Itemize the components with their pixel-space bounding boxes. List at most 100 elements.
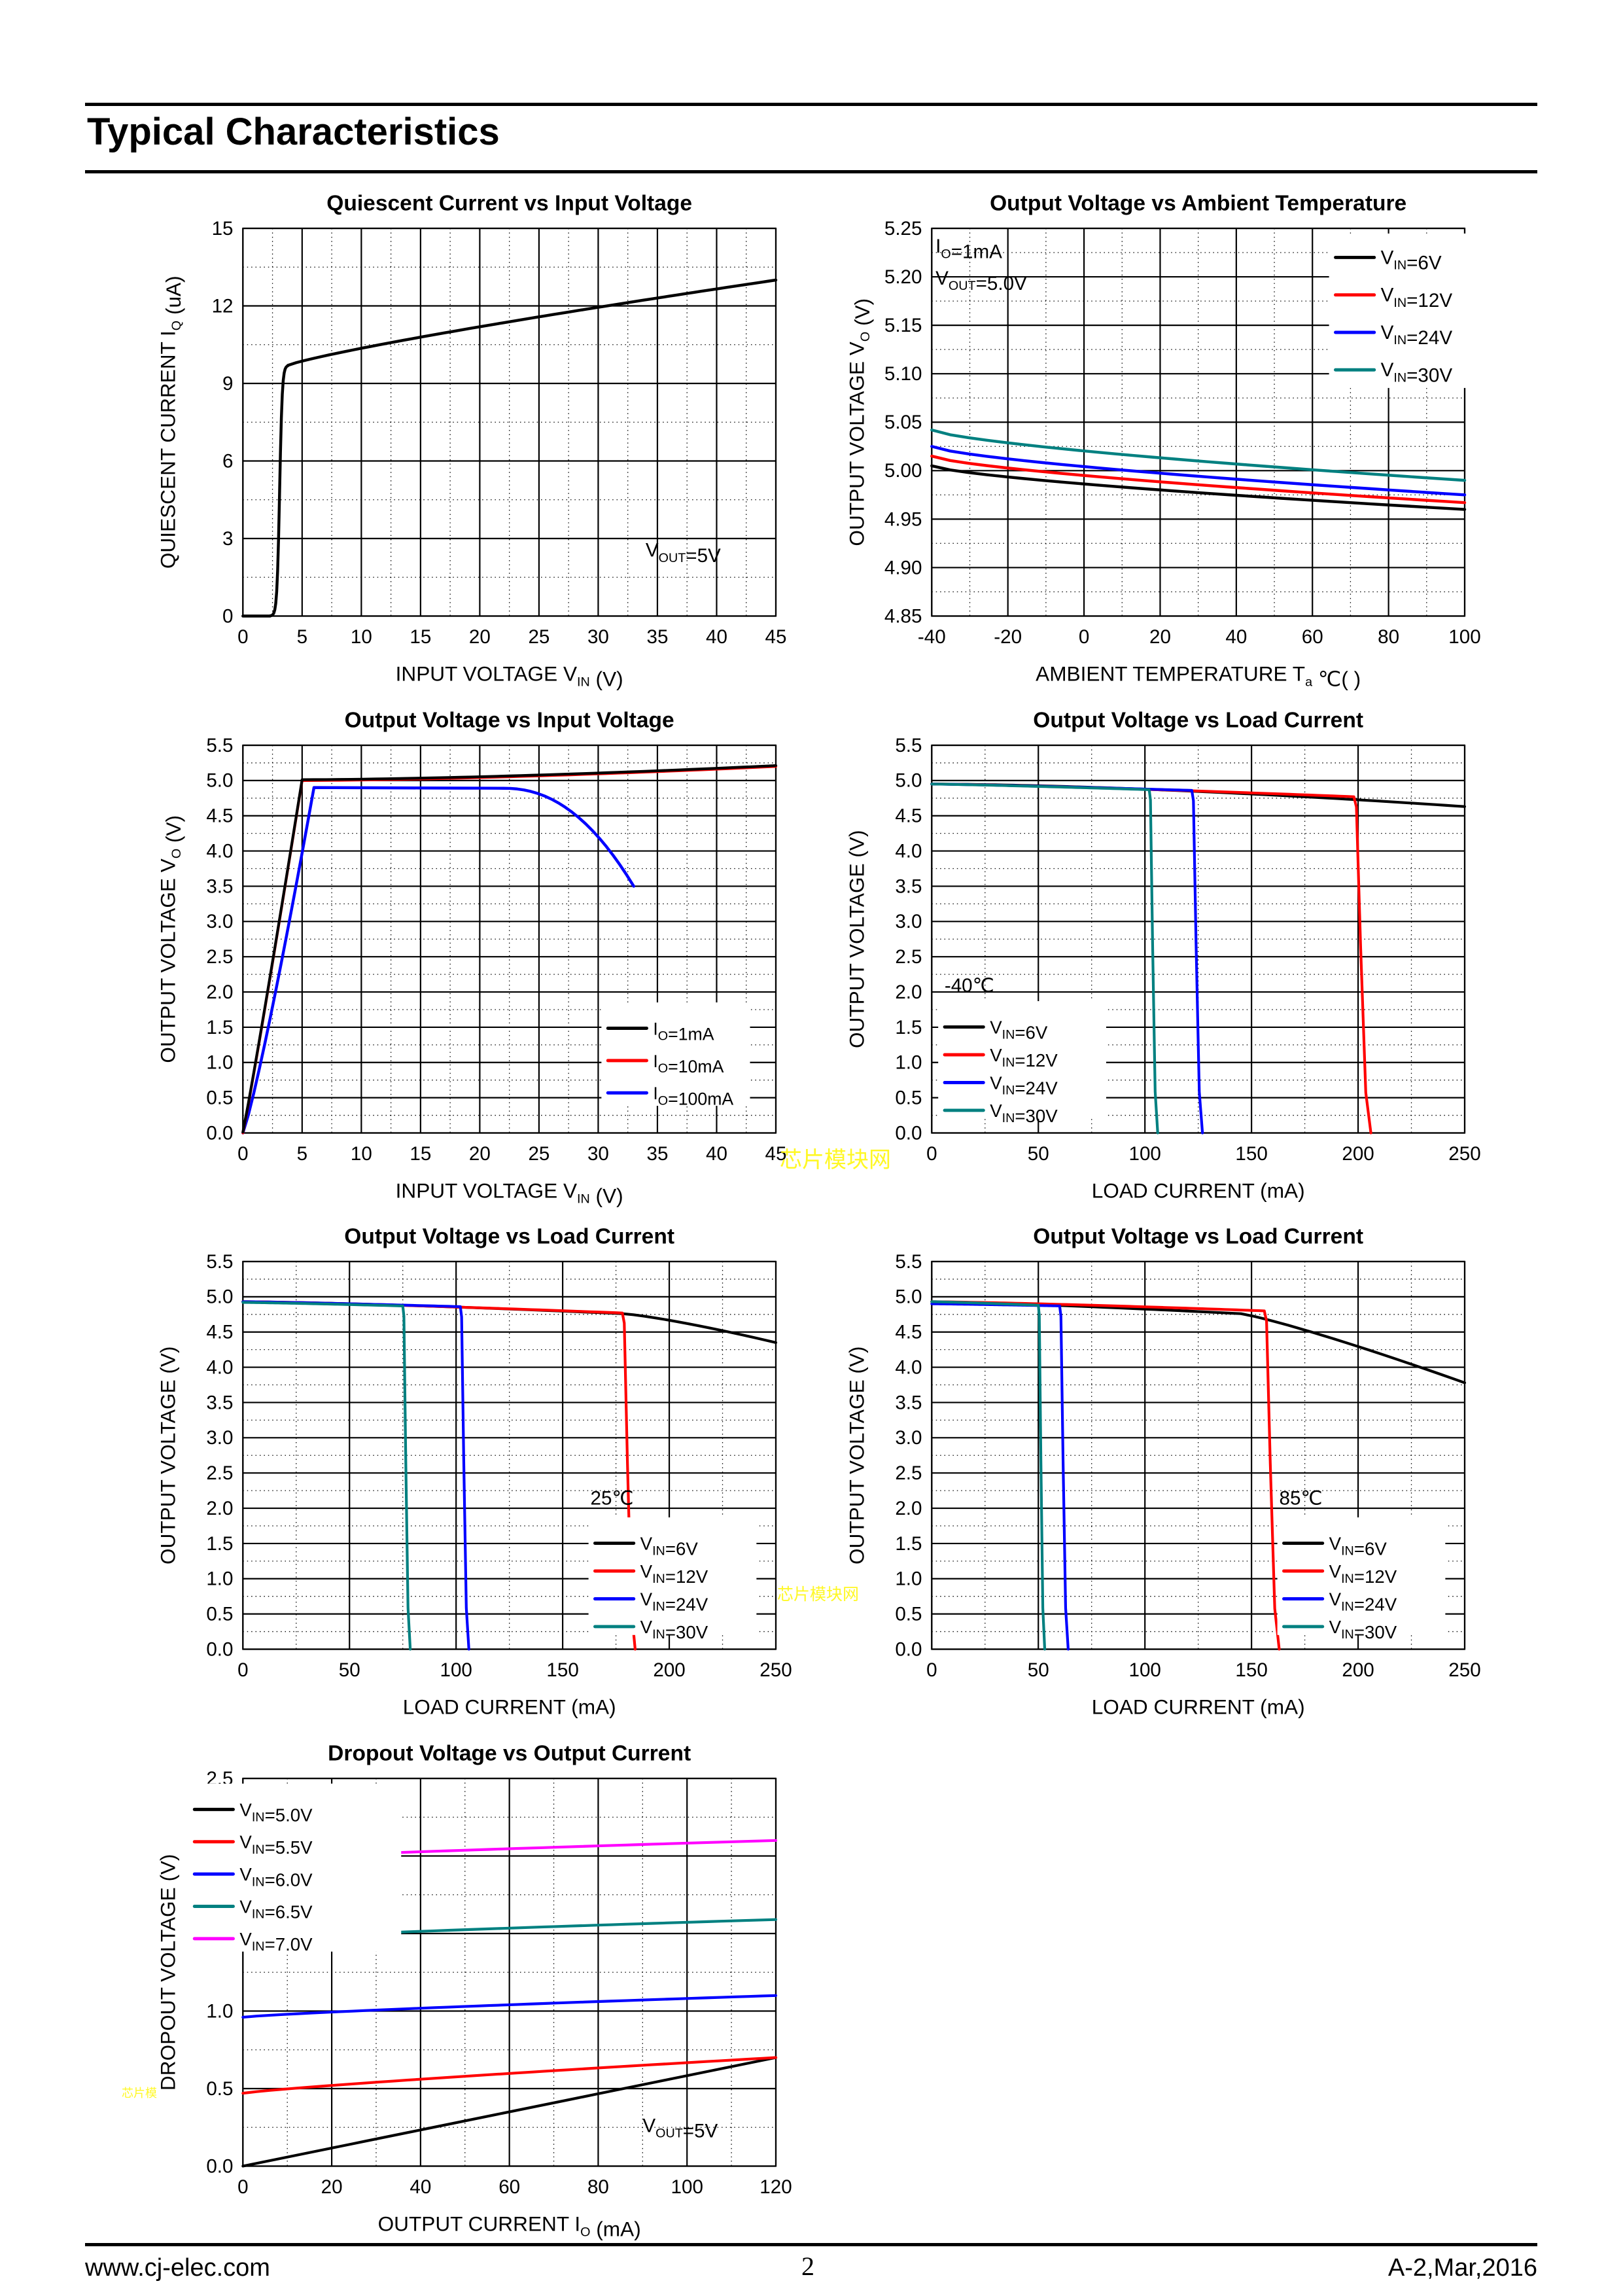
svg-text:1.0: 1.0 xyxy=(206,1568,233,1590)
svg-text:250: 250 xyxy=(1448,1659,1480,1681)
svg-text:0: 0 xyxy=(237,2176,248,2198)
svg-text:Output Voltage vs Load Current: Output Voltage vs Load Current xyxy=(344,1224,674,1248)
svg-text:2.0: 2.0 xyxy=(206,1498,233,1519)
svg-text:3.5: 3.5 xyxy=(206,875,233,897)
svg-text:3.5: 3.5 xyxy=(206,1392,233,1413)
svg-text:5.0: 5.0 xyxy=(206,770,233,792)
svg-text:2.0: 2.0 xyxy=(895,981,922,1003)
svg-text:3.0: 3.0 xyxy=(895,911,922,932)
svg-text:35: 35 xyxy=(646,626,668,648)
svg-text:4.95: 4.95 xyxy=(884,508,922,530)
svg-text:LOAD CURRENT (mA): LOAD CURRENT (mA) xyxy=(1091,1178,1304,1202)
svg-text:4.0: 4.0 xyxy=(895,1356,922,1378)
svg-text:5.5: 5.5 xyxy=(206,1251,233,1273)
svg-text:3.0: 3.0 xyxy=(206,1427,233,1449)
svg-text:5.5: 5.5 xyxy=(895,1251,922,1273)
svg-text:2.5: 2.5 xyxy=(206,946,233,968)
svg-text:5.25: 5.25 xyxy=(884,218,922,239)
svg-text:3.0: 3.0 xyxy=(895,1427,922,1449)
svg-text:0.5: 0.5 xyxy=(895,1604,922,1625)
svg-text:150: 150 xyxy=(546,1659,578,1681)
svg-text:5.00: 5.00 xyxy=(884,460,922,482)
svg-text:100: 100 xyxy=(1128,1659,1161,1681)
svg-text:85℃: 85℃ xyxy=(1279,1488,1322,1510)
svg-text:1.5: 1.5 xyxy=(895,1017,922,1038)
svg-text:2.0: 2.0 xyxy=(206,981,233,1003)
svg-text:0: 0 xyxy=(926,1659,937,1681)
svg-text:4.5: 4.5 xyxy=(206,1322,233,1343)
svg-text:3.5: 3.5 xyxy=(895,1392,922,1413)
svg-text:Quiescent Current vs Input Vol: Quiescent Current vs Input Voltage xyxy=(326,191,692,215)
svg-text:12: 12 xyxy=(211,295,233,317)
svg-text:0.0: 0.0 xyxy=(206,1122,233,1144)
svg-text:4.0: 4.0 xyxy=(895,840,922,862)
svg-text:Output Voltage vs Load Current: Output Voltage vs Load Current xyxy=(1033,708,1363,732)
svg-text:60: 60 xyxy=(1301,626,1323,648)
svg-text:LOAD CURRENT (mA): LOAD CURRENT (mA) xyxy=(402,1695,616,1718)
svg-text:40: 40 xyxy=(706,626,727,648)
svg-text:25: 25 xyxy=(528,1143,550,1165)
svg-text:4.5: 4.5 xyxy=(895,805,922,827)
svg-text:200: 200 xyxy=(1342,1659,1374,1681)
svg-text:1.0: 1.0 xyxy=(206,1052,233,1074)
svg-text:20: 20 xyxy=(1149,626,1171,648)
svg-text:-40℃: -40℃ xyxy=(945,975,994,997)
svg-text:50: 50 xyxy=(1027,1659,1049,1681)
svg-text:250: 250 xyxy=(1448,1143,1480,1165)
svg-text:3: 3 xyxy=(222,528,233,550)
svg-text:15: 15 xyxy=(410,626,431,648)
svg-text:Dropout Voltage vs Output Curr: Dropout Voltage vs Output Current xyxy=(328,1741,691,1765)
svg-text:80: 80 xyxy=(587,2176,609,2198)
svg-text:3.5: 3.5 xyxy=(895,875,922,897)
svg-text:35: 35 xyxy=(646,1143,668,1165)
svg-text:0: 0 xyxy=(222,605,233,627)
svg-text:20: 20 xyxy=(321,2176,342,2198)
svg-text:2.0: 2.0 xyxy=(895,1498,922,1519)
svg-text:1.0: 1.0 xyxy=(206,2000,233,2022)
svg-text:OUTPUT VOLTAGE (V): OUTPUT VOLTAGE (V) xyxy=(845,1346,868,1564)
svg-text:0.5: 0.5 xyxy=(206,1087,233,1109)
svg-text:5: 5 xyxy=(296,1143,307,1165)
svg-text:25: 25 xyxy=(528,626,550,648)
svg-text:20: 20 xyxy=(469,626,491,648)
svg-text:100: 100 xyxy=(671,2176,703,2198)
svg-text:30: 30 xyxy=(587,1143,609,1165)
svg-text:4.5: 4.5 xyxy=(206,805,233,827)
svg-text:4.85: 4.85 xyxy=(884,605,922,627)
svg-text:2.5: 2.5 xyxy=(895,946,922,968)
svg-text:LOAD CURRENT (mA): LOAD CURRENT (mA) xyxy=(1091,1695,1304,1718)
svg-text:15: 15 xyxy=(211,218,233,239)
svg-text:6: 6 xyxy=(222,450,233,472)
svg-text:1.5: 1.5 xyxy=(206,1017,233,1038)
svg-text:Output Voltage vs Load Current: Output Voltage vs Load Current xyxy=(1033,1224,1363,1248)
svg-text:1.0: 1.0 xyxy=(895,1568,922,1590)
svg-text:4.0: 4.0 xyxy=(206,1356,233,1378)
svg-text:0.5: 0.5 xyxy=(206,2078,233,2100)
svg-text:15: 15 xyxy=(410,1143,431,1165)
svg-text:40: 40 xyxy=(1225,626,1247,648)
svg-text:5.05: 5.05 xyxy=(884,412,922,433)
svg-text:Output Voltage vs Ambient Temp: Output Voltage vs Ambient Temperature xyxy=(990,191,1406,215)
svg-text:50: 50 xyxy=(1027,1143,1049,1165)
svg-text:9: 9 xyxy=(222,373,233,395)
svg-text:1.0: 1.0 xyxy=(895,1052,922,1074)
svg-text:10: 10 xyxy=(351,626,372,648)
svg-text:4.0: 4.0 xyxy=(206,840,233,862)
svg-text:OUTPUT VOLTAGE (V): OUTPUT VOLTAGE (V) xyxy=(845,830,868,1048)
svg-text:150: 150 xyxy=(1235,1143,1267,1165)
svg-text:50: 50 xyxy=(338,1659,360,1681)
svg-text:2.5: 2.5 xyxy=(895,1462,922,1484)
svg-text:30: 30 xyxy=(587,626,609,648)
svg-text:25℃: 25℃ xyxy=(590,1488,633,1510)
svg-text:0: 0 xyxy=(237,1659,248,1681)
svg-text:5.0: 5.0 xyxy=(206,1286,233,1308)
svg-text:5.20: 5.20 xyxy=(884,266,922,288)
svg-text:20: 20 xyxy=(469,1143,491,1165)
svg-text:80: 80 xyxy=(1378,626,1399,648)
svg-text:5.0: 5.0 xyxy=(895,1286,922,1308)
svg-text:5: 5 xyxy=(296,626,307,648)
svg-text:0.0: 0.0 xyxy=(206,2155,233,2177)
svg-text:60: 60 xyxy=(498,2176,520,2198)
svg-text:0: 0 xyxy=(926,1143,937,1165)
svg-text:5.15: 5.15 xyxy=(884,315,922,336)
